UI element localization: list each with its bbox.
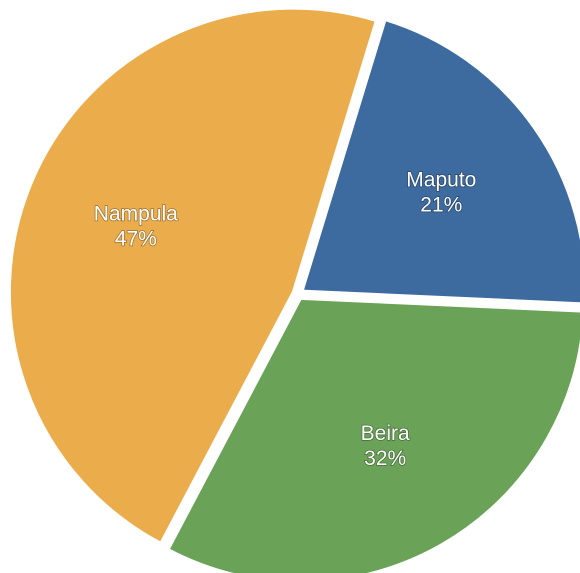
slice-value-label: 21% [420,193,462,216]
pie-slice [7,6,379,546]
pie-slice [166,296,580,573]
pie-slice [300,17,580,306]
slice-value-label: 47% [115,228,157,251]
slice-label: Beira [361,422,410,445]
slice-value-label: 32% [364,447,406,470]
slice-label: Nampula [94,203,178,226]
slice-label: Maputo [406,168,476,191]
